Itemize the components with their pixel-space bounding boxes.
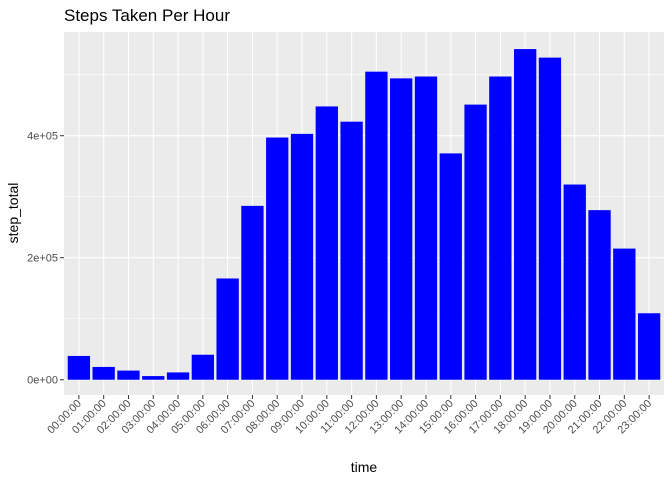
y-tick-label: 2e+05 — [27, 253, 58, 265]
bar — [315, 106, 338, 380]
bar — [290, 133, 314, 380]
bar — [390, 78, 413, 380]
chart-title: Steps Taken Per Hour — [64, 6, 230, 25]
bar — [92, 366, 115, 380]
y-axis-title: step_total — [5, 183, 21, 244]
bar — [340, 121, 363, 380]
bar — [538, 57, 562, 380]
y-tick-label: 4e+05 — [27, 131, 58, 143]
bar — [489, 76, 512, 380]
y-tick-label: 0e+00 — [27, 375, 58, 387]
bar — [67, 355, 91, 380]
x-axis-title: time — [351, 459, 378, 475]
bar — [637, 313, 661, 380]
bar — [266, 137, 289, 380]
bar — [117, 370, 140, 380]
bar — [166, 372, 190, 380]
bar — [514, 49, 537, 380]
bar — [414, 76, 438, 380]
bar — [216, 278, 239, 380]
bar — [613, 248, 636, 380]
bar — [588, 210, 611, 380]
bar — [142, 376, 165, 380]
y-axis: 0e+00 2e+05 4e+05 — [27, 131, 64, 387]
bar — [464, 104, 487, 380]
bar — [439, 153, 462, 380]
x-axis: 00:00:0001:00:0002:00:0003:00:0004:00:00… — [45, 395, 654, 436]
bar — [241, 205, 264, 380]
bar — [563, 184, 586, 380]
bar — [191, 354, 214, 380]
bar — [365, 71, 388, 380]
bars — [67, 49, 661, 380]
